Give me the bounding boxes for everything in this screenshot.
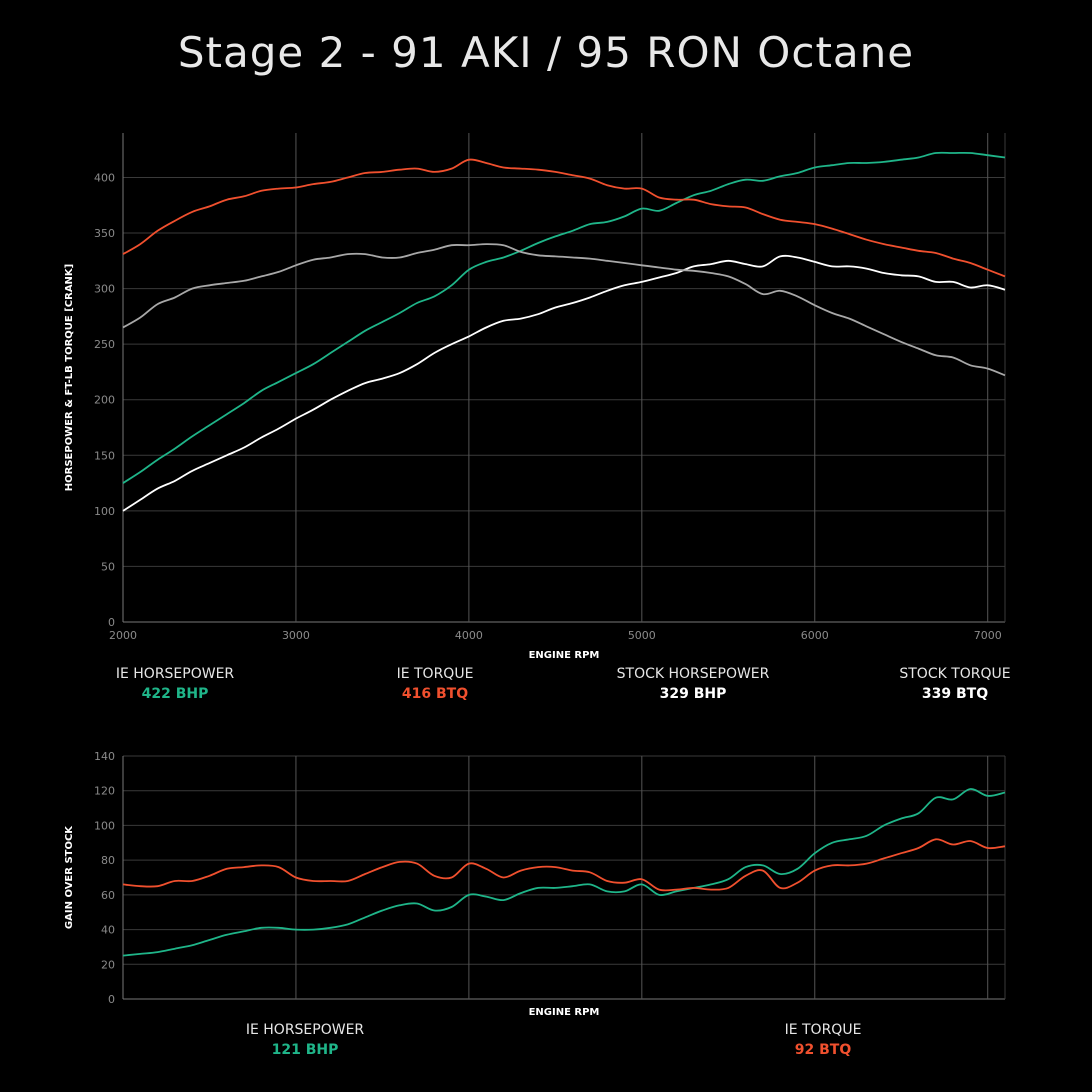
x-tick-label: 2000: [109, 629, 137, 642]
y-tick-label: 400: [94, 171, 115, 184]
series-line-ie-torque: [122, 838, 1006, 892]
legend-value: 422 BHP: [141, 686, 209, 702]
legend-value: 339 BTQ: [921, 686, 989, 702]
x-tick-label: 7000: [974, 629, 1002, 642]
y-tick-label: 50: [101, 560, 115, 573]
y-tick-label: 250: [94, 338, 115, 351]
y-tick-label: 100: [94, 819, 115, 832]
y-tick-label: 0: [108, 616, 115, 629]
series-line-ie-horsepower: [122, 151, 1006, 484]
legend-value: 92 BTQ: [794, 1042, 852, 1058]
legend-ie-torque: IE TORQUE 416 BTQ: [355, 664, 515, 704]
series-line-ie-torque: [122, 158, 1006, 278]
legend-stock-horsepower: STOCK HORSEPOWER 329 BHP: [603, 664, 783, 704]
x-axis-title: ENGINE RPM: [529, 650, 600, 661]
y-tick-label: 0: [108, 993, 115, 1006]
legend-gain-torque: IE TORQUE 92 BTQ: [743, 1020, 903, 1060]
x-tick-label: 6000: [801, 629, 829, 642]
legend-label: IE HORSEPOWER: [115, 666, 235, 682]
legend-label: IE HORSEPOWER: [245, 1022, 365, 1038]
legend-value: 329 BHP: [659, 686, 727, 702]
legend-stock-torque: STOCK TORQUE 339 BTQ: [885, 664, 1025, 704]
series-line-ie-horsepower: [122, 788, 1006, 957]
legend-label: STOCK TORQUE: [899, 666, 1011, 682]
y-tick-label: 40: [101, 924, 115, 937]
y-tick-label: 150: [94, 449, 115, 462]
legend-value: 416 BTQ: [401, 686, 469, 702]
series-line-stock-horsepower: [122, 254, 1006, 512]
legend-gain-horsepower: IE HORSEPOWER 121 BHP: [225, 1020, 385, 1060]
legend-label: IE TORQUE: [784, 1022, 862, 1038]
y-tick-label: 100: [94, 505, 115, 518]
y-tick-label: 20: [101, 958, 115, 971]
legend-ie-horsepower: IE HORSEPOWER 422 BHP: [95, 664, 255, 704]
x-tick-label: 3000: [282, 629, 310, 642]
legend-value: 121 BHP: [271, 1042, 339, 1058]
series-line-stock-torque: [122, 243, 1006, 377]
legend-label: IE TORQUE: [396, 666, 474, 682]
y-tick-label: 120: [94, 785, 115, 798]
y-tick-label: 200: [94, 394, 115, 407]
x-tick-label: 4000: [455, 629, 483, 642]
x-axis-title: ENGINE RPM: [529, 1007, 600, 1018]
x-tick-label: 5000: [628, 629, 656, 642]
y-tick-label: 60: [101, 889, 115, 902]
y-tick-label: 350: [94, 227, 115, 240]
y-tick-label: 80: [101, 854, 115, 867]
chart-title: Stage 2 - 91 AKI / 95 RON Octane: [177, 28, 915, 77]
y-axis-title: HORSEPOWER & FT-LB TORQUE [CRANK]: [64, 264, 75, 491]
legend-label: STOCK HORSEPOWER: [616, 666, 770, 682]
y-axis-title: GAIN OVER STOCK: [64, 825, 75, 929]
y-tick-label: 140: [94, 750, 115, 763]
y-tick-label: 300: [94, 283, 115, 296]
